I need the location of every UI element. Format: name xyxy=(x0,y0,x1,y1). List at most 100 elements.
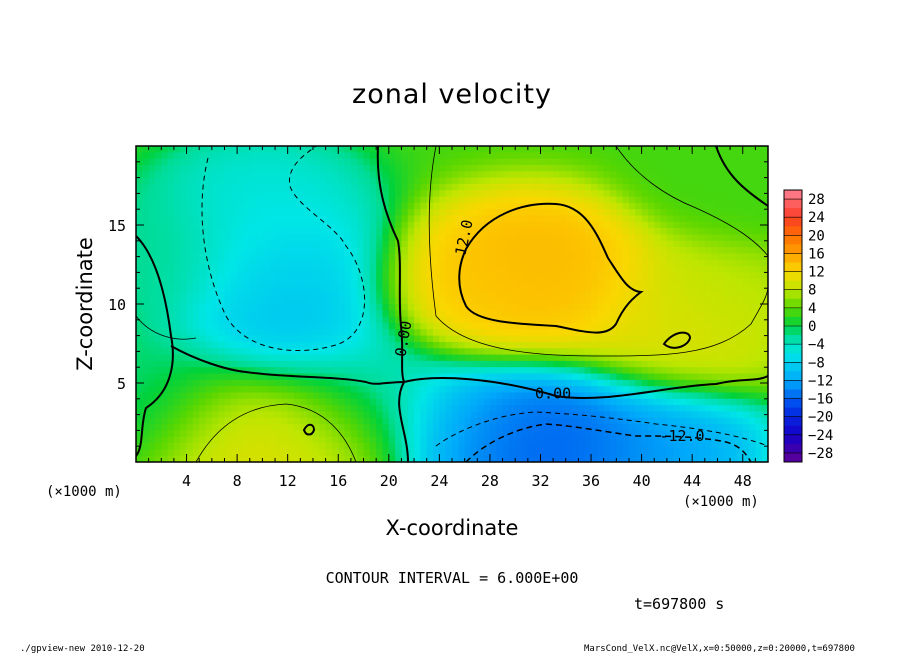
heatmap-cell xyxy=(470,158,478,166)
heatmap-cell xyxy=(591,449,598,457)
heatmap-cell xyxy=(167,373,175,381)
heatmap-cell xyxy=(180,247,188,255)
heatmap-cell xyxy=(546,436,554,444)
heatmap-cell xyxy=(445,449,453,457)
heatmap-cell xyxy=(420,417,428,425)
heatmap-cell xyxy=(369,146,377,153)
heatmap-cell xyxy=(711,335,719,343)
heatmap-cell xyxy=(685,272,693,280)
heatmap-cell xyxy=(142,348,150,356)
heatmap-cell xyxy=(275,152,282,160)
heatmap-cell xyxy=(622,322,630,330)
heatmap-cell xyxy=(755,291,763,299)
heatmap-cell xyxy=(218,266,226,273)
heatmap-cell xyxy=(237,316,245,324)
heatmap-cell xyxy=(540,405,548,413)
heatmap-cell xyxy=(369,354,377,362)
heatmap-cell xyxy=(268,190,276,198)
heatmap-cell xyxy=(755,424,763,431)
heatmap-cell xyxy=(635,424,643,431)
heatmap-cell xyxy=(578,405,586,413)
heatmap-cell xyxy=(534,316,542,324)
heatmap-cell xyxy=(445,202,453,210)
heatmap-cell xyxy=(534,190,542,198)
heatmap-cell xyxy=(300,341,308,349)
heatmap-cell xyxy=(439,278,447,286)
heatmap-cell xyxy=(742,455,750,462)
heatmap-cell xyxy=(142,190,150,198)
heatmap-cell xyxy=(420,341,428,349)
heatmap-cell xyxy=(546,424,554,431)
heatmap-cell xyxy=(730,329,737,337)
heatmap-cell xyxy=(559,164,567,172)
heatmap-cell xyxy=(717,272,725,280)
heatmap-cell xyxy=(685,234,693,242)
heatmap-cell xyxy=(622,411,630,419)
heatmap-cell xyxy=(256,322,263,330)
heatmap-cell xyxy=(369,240,377,248)
heatmap-cell xyxy=(730,310,737,318)
heatmap-cell xyxy=(173,228,181,236)
heatmap-cell xyxy=(237,424,245,431)
heatmap-cell xyxy=(376,348,384,356)
heatmap-cell xyxy=(281,405,289,413)
heatmap-cell xyxy=(496,354,504,362)
heatmap-cell xyxy=(224,373,232,381)
heatmap-cell xyxy=(572,310,579,318)
heatmap-cell xyxy=(363,417,371,425)
heatmap-cell xyxy=(224,278,232,286)
heatmap-cell xyxy=(218,373,226,381)
heatmap-cell xyxy=(388,411,396,419)
heatmap-cell xyxy=(401,272,409,280)
heatmap-cell xyxy=(357,278,365,286)
heatmap-cell xyxy=(730,240,737,248)
heatmap-cell xyxy=(142,310,150,318)
heatmap-cell xyxy=(534,183,542,191)
heatmap-cell xyxy=(199,272,207,280)
heatmap-cell xyxy=(243,247,251,255)
heatmap-cell xyxy=(711,196,719,204)
heatmap-cell xyxy=(420,373,428,381)
heatmap-cell xyxy=(755,152,763,160)
heatmap-cell xyxy=(565,209,573,217)
heatmap-cell xyxy=(281,398,289,406)
heatmap-cell xyxy=(136,398,143,406)
heatmap-cell xyxy=(401,335,409,343)
heatmap-cell xyxy=(180,228,188,236)
heatmap-cell xyxy=(546,379,554,387)
heatmap-cell xyxy=(338,443,346,450)
heatmap-cell xyxy=(287,398,295,406)
heatmap-cell xyxy=(420,367,428,375)
heatmap-cell xyxy=(237,190,245,198)
heatmap-cell xyxy=(180,158,188,166)
heatmap-cell xyxy=(256,190,263,198)
heatmap-cell xyxy=(281,183,289,191)
heatmap-cell xyxy=(591,215,598,223)
heatmap-cell xyxy=(154,146,162,153)
heatmap-cell xyxy=(376,304,384,311)
heatmap-cell xyxy=(142,228,150,236)
heatmap-cell xyxy=(464,291,472,299)
heatmap-cell xyxy=(470,316,478,324)
heatmap-cell xyxy=(470,297,478,305)
heatmap-cell xyxy=(350,367,358,375)
heatmap-cell xyxy=(420,234,428,242)
heatmap-cell xyxy=(338,190,346,198)
heatmap-cell xyxy=(685,158,693,166)
heatmap-cell xyxy=(616,221,624,229)
heatmap-cell xyxy=(616,278,624,286)
heatmap-cell xyxy=(660,285,668,292)
heatmap-cell xyxy=(211,341,219,349)
heatmap-cell xyxy=(230,304,238,311)
heatmap-cell xyxy=(458,228,466,236)
heatmap-cell xyxy=(654,247,662,255)
heatmap-cell xyxy=(268,272,276,280)
heatmap-cell xyxy=(673,247,681,255)
heatmap-cell xyxy=(673,183,681,191)
heatmap-cell xyxy=(515,259,523,267)
heatmap-cell xyxy=(256,291,263,299)
heatmap-cell xyxy=(357,272,365,280)
heatmap-cell xyxy=(401,424,409,431)
heatmap-cell xyxy=(344,297,352,305)
heatmap-cell xyxy=(470,329,478,337)
